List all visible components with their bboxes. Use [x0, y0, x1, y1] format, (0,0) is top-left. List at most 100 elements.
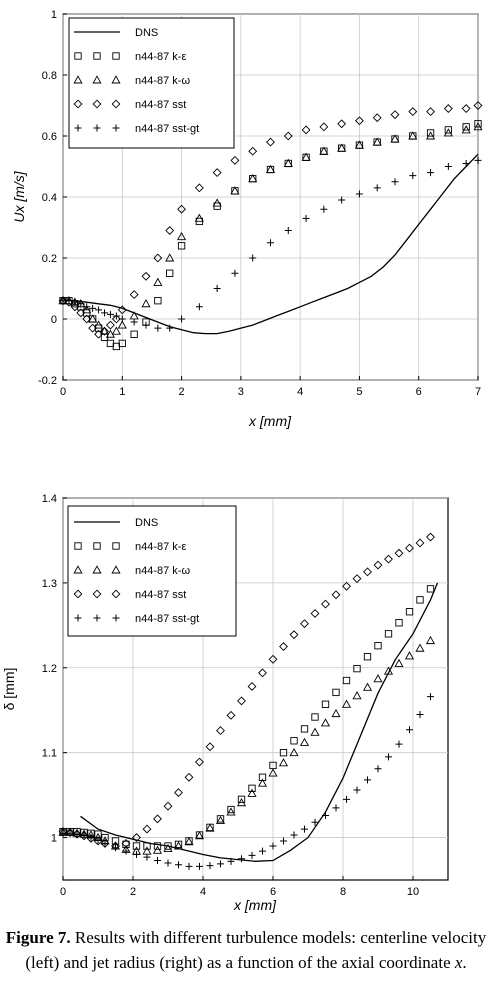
radius-triangle-point — [278, 758, 289, 767]
velocity-triangle-point — [461, 125, 471, 134]
radius-plus-point — [385, 753, 392, 761]
velocity-diamond-point — [58, 296, 68, 306]
radius-triangle-point — [310, 727, 320, 736]
velocity-x-tick-label: 3 — [238, 386, 244, 398]
velocity-triangle-point — [194, 213, 204, 222]
radius-triangle-point — [331, 708, 341, 718]
velocity-legend-marker — [93, 52, 101, 60]
radius-x-tick-label: 10 — [407, 886, 419, 898]
radius-plus-point — [66, 829, 74, 837]
radius-legend-label: n44-87 k-ε — [135, 541, 186, 553]
radius-triangle-point — [184, 837, 194, 846]
radius-triangle-point — [247, 788, 257, 797]
velocity-plus-point — [373, 184, 381, 192]
radius-series-3 — [58, 532, 435, 851]
velocity-plus-point — [71, 298, 79, 306]
velocity-diamond-point — [443, 104, 453, 113]
velocity-y-tick-label: 0 — [51, 314, 57, 326]
velocity-legend-marker — [112, 124, 120, 132]
radius-x-ticks: 0 2 4 6 8 10 — [60, 876, 419, 898]
radius-chart: 1 1.1 1.2 1.3 1.4 0 2 4 6 8 10 x [mm] δ [mm] DNS n… — [1, 493, 449, 913]
radius-triangle-point — [341, 699, 352, 708]
velocity-plus-point — [154, 324, 162, 332]
radius-legend-entries: DNS n44-87 k-ε n44-87 k-ω n44-87 sst n44-87 … — [73, 517, 199, 625]
radius-series — [58, 532, 439, 870]
radius-triangle-point — [289, 747, 299, 757]
velocity-plus-point — [355, 190, 363, 198]
radius-plus-point — [353, 786, 361, 794]
radius-diamond-point — [174, 788, 183, 798]
velocity-legend-entries: DNS n44-87 k-ε n44-87 k-ω n44-87 sst n44-87 … — [73, 27, 199, 135]
velocity-diamond-point — [248, 146, 258, 156]
radius-plus-point — [280, 837, 287, 845]
velocity-plus-point — [178, 315, 186, 323]
velocity-diamond-point — [105, 320, 115, 330]
velocity-x-tick-label: 1 — [119, 386, 125, 398]
caption-variable: x — [454, 953, 463, 972]
velocity-triangle-point — [177, 231, 187, 241]
radius-legend-marker — [74, 542, 82, 550]
velocity-square-point — [426, 129, 435, 137]
radius-square-point — [363, 653, 372, 661]
velocity-y-tick-label: 1 — [51, 9, 57, 21]
velocity-diamond-point — [194, 183, 204, 193]
radius-legend-marker — [92, 565, 102, 574]
velocity-diamond-point — [70, 302, 80, 312]
radius-plus-point — [164, 859, 172, 867]
radius-square-point — [237, 795, 246, 804]
velocity-diamond-point — [153, 253, 163, 263]
velocity-series-4 — [59, 156, 482, 332]
velocity-plus-point — [83, 303, 91, 311]
radius-plus-point — [406, 726, 413, 734]
radius-diamond-point — [405, 543, 414, 553]
velocity-diamond-point — [473, 101, 483, 110]
velocity-plus-point — [444, 163, 452, 170]
velocity-triangle-point — [426, 131, 436, 140]
velocity-plus-point — [391, 178, 399, 186]
velocity-plus-point — [77, 300, 85, 308]
velocity-diamond-point — [461, 104, 471, 113]
velocity-diamond-point — [141, 271, 151, 281]
radius-triangle-point — [394, 658, 404, 667]
radius-plus-point — [227, 857, 235, 865]
radius-diamond-point — [279, 642, 288, 651]
radius-triangle-point — [257, 778, 268, 787]
velocity-triangle-point — [165, 253, 175, 262]
velocity-legend-marker — [92, 99, 102, 109]
velocity-legend-marker — [111, 75, 121, 84]
velocity-y-axis-label: Ux [m/s] — [11, 170, 27, 222]
velocity-square-point — [462, 123, 470, 131]
radius-plus-point — [206, 862, 214, 870]
radius-diamond-point — [426, 532, 435, 542]
velocity-square-point — [154, 297, 162, 305]
radius-plus-point — [122, 847, 130, 855]
velocity-triangle-point — [230, 186, 240, 195]
velocity-triangle-point — [283, 158, 293, 167]
velocity-plus-point — [267, 239, 274, 247]
velocity-diamond-point — [100, 326, 109, 336]
velocity-square-point — [130, 330, 138, 338]
radius-triangle-point — [173, 841, 184, 850]
radius-square-point — [258, 773, 267, 781]
velocity-plus-point — [462, 159, 470, 167]
radius-legend-marker — [93, 542, 101, 550]
velocity-legend-marker — [92, 75, 102, 84]
radius-plus-point — [196, 862, 203, 870]
radius-legend-box — [67, 505, 237, 637]
radius-x-tick-label: 6 — [270, 886, 276, 898]
radius-diamond-point — [163, 801, 173, 811]
velocity-plus-point — [89, 304, 97, 312]
velocity-diamond-point — [117, 305, 127, 315]
radius-triangle-point — [383, 666, 394, 675]
velocity-legend-marker — [74, 124, 82, 132]
radius-plus-point — [80, 831, 88, 839]
velocity-plus-point — [166, 324, 174, 332]
radius-diamond-point — [394, 548, 404, 558]
velocity-legend-label: DNS — [135, 27, 158, 39]
velocity-diamond-point — [319, 122, 329, 132]
velocity-triangle-point — [99, 326, 110, 335]
radius-plus-point — [248, 851, 256, 859]
radius-square-point — [321, 700, 330, 708]
velocity-plus-point — [302, 214, 310, 222]
